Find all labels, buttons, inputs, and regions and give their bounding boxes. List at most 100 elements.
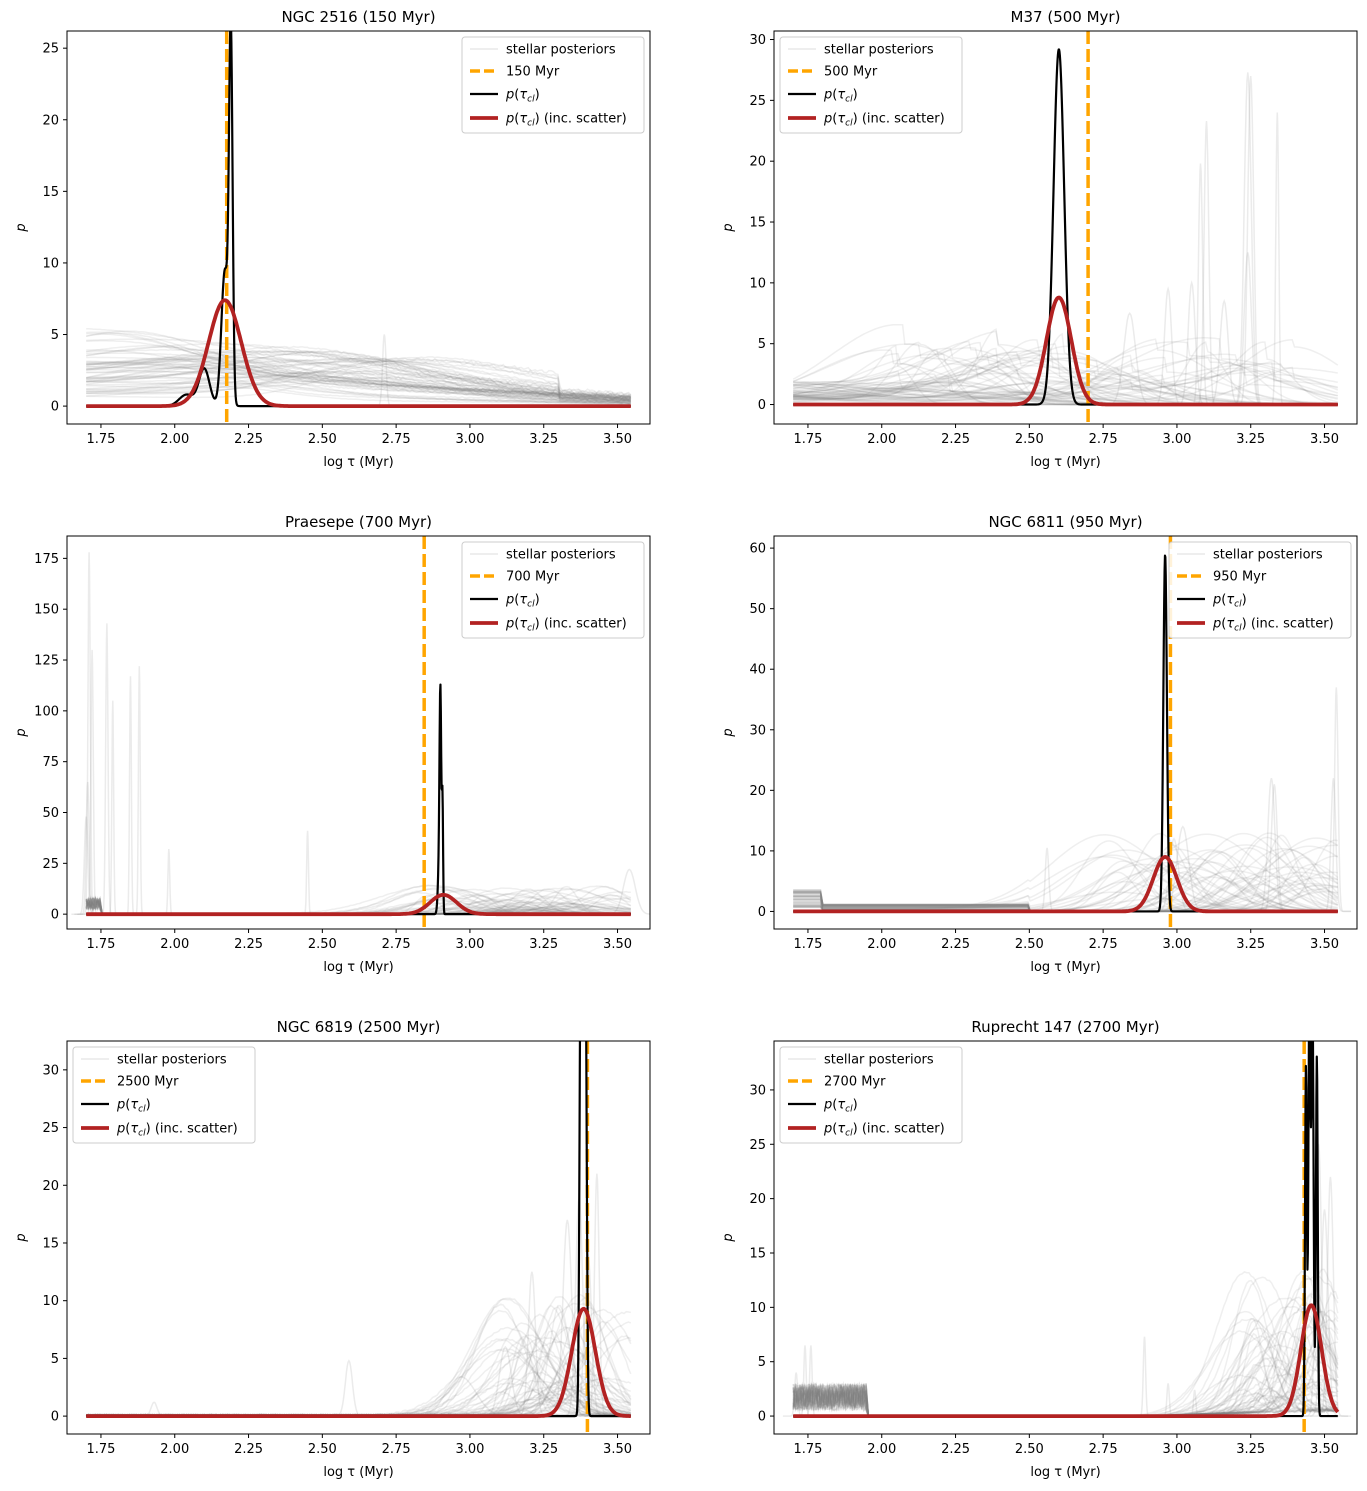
stellar-posterior-curve [793,866,1338,912]
x-tick-label: 2.50 [308,432,337,447]
stellar-posterior-curve [86,357,631,402]
stellar-posterior-curve [86,338,632,398]
x-tick-label: 3.50 [1310,937,1339,952]
legend-label: p(τcl) (inc. scatter) [116,1122,238,1139]
x-axis-label: log τ (Myr) [1030,960,1100,975]
axes-frame [773,1040,1358,1435]
cluster-posterior-scatter-line [792,295,1339,407]
stellar-posterior-curve [793,367,1338,403]
legend: stellar posteriors 700 Myr p(τcl) p(τcl) (i… [461,541,645,639]
legend-label: p(τcl) [505,88,540,105]
legend-label: stellar posteriors [506,548,616,563]
plot-lines [792,31,1339,424]
legend-label: stellar posteriors [506,43,616,58]
x-tick-label: 3.25 [529,432,558,447]
legend-label: 950 Myr [1213,570,1267,585]
x-tick-label: 3.50 [603,937,632,952]
stellar-posterior-curve [793,361,1338,398]
y-tick-label: 10 [42,1294,59,1309]
stellar-posterior-curve [86,362,631,403]
stellar-posterior-curve [793,368,1338,399]
stellar-posterior-curve [86,364,631,401]
stellar-posterior-curve [86,370,631,402]
y-axis-label: p [721,1233,736,1242]
y-tick-label: 0 [758,1410,766,1425]
stellar-posterior-curve [86,342,632,402]
stellar-posterior-curve [86,356,631,403]
y-axis-label: p [721,223,736,232]
x-axis-label: log τ (Myr) [323,1465,393,1480]
y-axis-label: p [721,728,736,737]
y-tick-label: 75 [42,755,59,770]
y-tick-label: 15 [42,1236,59,1251]
x-tick-label: 2.50 [308,937,337,952]
stellar-posterior-curve [86,348,632,397]
x-tick-label: 2.25 [941,432,970,447]
stellar-posterior-curve [86,350,632,402]
y-tick-label: 5 [758,1355,766,1370]
panel-6: 1.75 2.00 2.25 2.50 2.75 3.00 3.25 3.50 0 5 10 15 20… [721,1018,1358,1480]
legend-label: 500 Myr [824,65,878,80]
x-tick-label: 2.00 [160,1442,189,1457]
stellar-posterior-curve [793,350,1338,406]
y-tick-label: 5 [758,337,766,352]
legend-label: 2500 Myr [117,1075,179,1090]
stellar-posterior-curve [86,359,631,404]
y-tick-label: 0 [758,905,766,920]
stellar-posterior-curve [1300,1209,1349,1417]
x-tick-label: 3.25 [1236,937,1265,952]
stellar-posterior-curve [86,375,632,401]
stellar-posterior-curve [86,350,632,403]
y-tick-label: 10 [42,256,59,271]
stellar-posterior-curve [793,341,1338,405]
stellar-posterior-curve [86,358,632,400]
y-tick-label: 0 [51,400,59,415]
axes-frame [773,535,1358,930]
legend: stellar posteriors 500 Myr p(τcl) p(τcl) (i… [779,36,963,134]
x-tick-label: 2.75 [382,937,411,952]
stellar-posterior-curve [793,370,1338,403]
cluster-posterior-scatter-line [85,1307,632,1418]
x-tick-label: 2.25 [941,1442,970,1457]
stellar-posterior-curve [86,356,631,402]
stellar-posterior-curve [86,356,631,402]
stellar-posterior-curve [86,350,632,401]
cluster-posterior-scatter-line [85,892,632,917]
stellar-posterior-curve [86,361,632,400]
x-tick-label: 3.00 [1162,432,1191,447]
x-tick-label: 3.25 [529,937,558,952]
axes-frame [773,30,1358,425]
stellar-posterior-curve [86,327,631,399]
stellar-posterior-curve [86,375,631,405]
y-tick-label: 5 [51,328,59,343]
x-tick-label: 2.00 [867,937,896,952]
legend-label: stellar posteriors [117,1053,227,1068]
y-tick-label: 15 [42,185,59,200]
stellar-posterior-curve [793,341,1338,399]
x-tick-label: 2.25 [234,937,263,952]
stellar-posterior-curve [793,857,1338,913]
stellar-posterior-curve [86,359,632,397]
legend-label: p(τcl) (inc. scatter) [823,112,945,129]
y-tick-label: 10 [749,276,766,291]
x-tick-label: 2.75 [382,432,411,447]
x-axis-label: log τ (Myr) [1030,1465,1100,1480]
stellar-posterior-curve [793,357,1338,402]
x-tick-label: 2.50 [308,1442,337,1457]
stellar-posterior-curve [86,350,632,401]
stellar-posterior-curve [86,365,632,404]
stellar-posterior-curve [86,360,631,401]
legend-box [1168,541,1352,639]
legend: stellar posteriors 150 Myr p(τcl) p(τcl) (i… [461,36,645,134]
legend-box [779,1046,963,1144]
legend-label: p(τcl) [505,593,540,610]
y-tick-label: 30 [749,1083,766,1098]
stellar-posterior-curve [793,892,1338,913]
stellar-posterior-curve [793,370,1338,404]
x-tick-label: 3.25 [529,1442,558,1457]
stellar-posterior-curve [793,337,1338,398]
stellar-posterior-curve [86,332,631,400]
x-tick-label: 3.25 [1236,1442,1265,1457]
x-tick-label: 2.50 [1015,937,1044,952]
